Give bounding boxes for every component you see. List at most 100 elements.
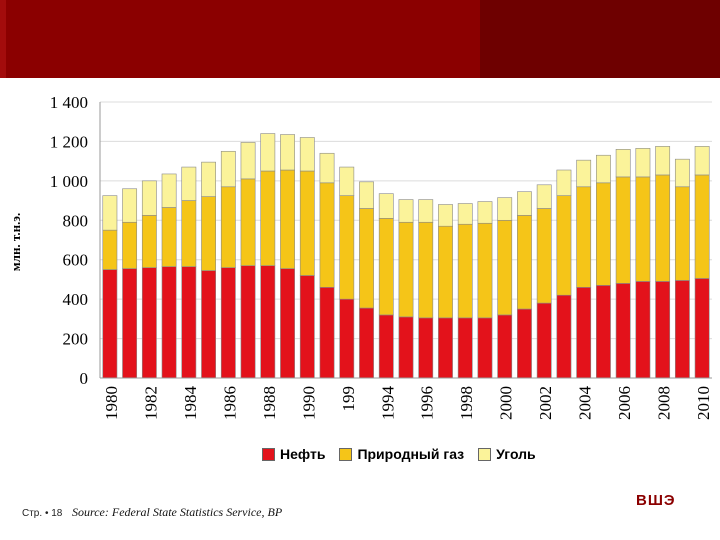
bar-gas-2010 [694, 174, 710, 279]
y-tick-labels: 0 200 400 600 800 1 000 1 200 1 400 [50, 93, 88, 388]
bar-oil-2003 [556, 294, 572, 379]
y-tick-label: 200 [63, 330, 89, 349]
bar-oil-1984 [181, 266, 197, 379]
y-axis-label: млн. т.н.э. [8, 212, 23, 272]
bar-oil-2006 [615, 283, 631, 379]
bar-coal-1982 [141, 180, 157, 216]
y-tick-label: 1 000 [50, 172, 88, 191]
x-tick-label: 2000 [497, 386, 516, 420]
legend-swatch-oil [262, 447, 275, 461]
x-tick-label: 1986 [220, 386, 239, 420]
x-tick-label: 1990 [299, 386, 318, 420]
bar-gas-2008 [655, 174, 671, 282]
page-number-value: 18 [51, 508, 63, 519]
bar-oil-1994 [378, 314, 394, 379]
bar-oil-1993 [359, 307, 374, 379]
bar-gas-1990 [299, 170, 315, 276]
bar-coal-1994 [378, 193, 394, 219]
x-tick-label: 1984 [181, 386, 200, 421]
x-tick-label: 1996 [418, 386, 437, 420]
bar-gas-1985 [201, 196, 216, 271]
bar-oil-2008 [655, 281, 671, 379]
bar-coal-2000 [497, 197, 513, 221]
page-number: Стр. • 18 [22, 508, 62, 519]
bar-oil-1996 [418, 317, 434, 379]
legend-item-gas: Природный газ [339, 446, 464, 462]
bar-coal-1988 [260, 133, 276, 172]
bar-oil-1980 [102, 269, 118, 379]
legend-swatch-gas [339, 447, 353, 461]
x-tick-label: 2002 [536, 386, 555, 420]
bar-oil-1983 [161, 266, 177, 379]
bar-gas-1994 [378, 218, 394, 316]
header-band [0, 0, 720, 78]
bar-oil-1985 [201, 270, 216, 379]
bar-gas-2004 [576, 186, 592, 288]
bar-oil-1992 [339, 298, 355, 379]
bar-coal-1999 [477, 201, 493, 224]
x-tick-label: 1998 [457, 386, 476, 420]
bar-coal-1998 [457, 203, 473, 225]
bar-oil-2010 [694, 278, 710, 379]
x-tick-label: 2004 [576, 386, 595, 421]
bar-coal-1995 [398, 199, 414, 223]
bar-coal-1983 [161, 173, 177, 208]
header-dark-block [480, 0, 720, 78]
x-tick-label: 1988 [260, 386, 279, 420]
bar-gas-2007 [635, 176, 651, 282]
bar-coal-2006 [615, 149, 631, 178]
bar-coal-1997 [438, 204, 453, 227]
y-tick-label: 400 [63, 290, 89, 309]
y-tick-label: 800 [63, 211, 89, 230]
bar-oil-1989 [280, 268, 295, 379]
bar-oil-1991 [319, 287, 335, 379]
bar-gas-1980 [102, 229, 118, 270]
bar-oil-1987 [240, 265, 256, 379]
bar-gas-1995 [398, 221, 414, 318]
hse-logo: ВШЭ [636, 492, 676, 509]
bar-coal-1985 [201, 161, 216, 197]
bar-coal-2009 [674, 158, 690, 188]
bar-gas-2002 [536, 208, 552, 304]
bar-gas-1993 [359, 208, 374, 309]
bar-coal-1989 [280, 134, 295, 171]
legend-item-coal: Уголь [478, 446, 536, 462]
bar-coal-1987 [240, 142, 256, 180]
bar-coal-1980 [102, 195, 118, 231]
bar-gas-1984 [181, 200, 197, 267]
bar-oil-2004 [576, 287, 592, 379]
legend-item-oil: Нефть [262, 446, 325, 462]
bar-oil-2009 [674, 280, 690, 379]
bar-gas-1983 [161, 207, 177, 267]
page-label: Стр. [22, 508, 43, 519]
bar-coal-1984 [181, 166, 197, 201]
header-accent [0, 0, 6, 78]
bar-oil-1995 [398, 316, 414, 379]
x-tick-labels: 1980 1982 1984 1986 1988 1990 199 1994 1996 1998 2… [102, 386, 713, 421]
bar-coal-2004 [576, 159, 592, 188]
bar-oil-2001 [517, 308, 532, 379]
bar-oil-1988 [260, 265, 276, 379]
bar-oil-2002 [536, 302, 552, 379]
bar-gas-1988 [260, 170, 276, 266]
bar-gas-1992 [339, 195, 355, 300]
bar-oil-1997 [438, 317, 453, 379]
x-tick-label: 199 [339, 386, 358, 412]
bar-coal-1991 [319, 152, 335, 184]
bar-oil-1982 [141, 267, 157, 379]
bar-coal-2005 [596, 154, 611, 184]
x-tick-label: 1982 [141, 386, 160, 420]
x-tick-label: 2006 [615, 386, 634, 420]
bar-gas-1998 [457, 223, 473, 319]
bar-gas-1982 [141, 215, 157, 268]
bar-coal-2007 [635, 148, 651, 178]
bar-gas-2005 [596, 182, 611, 286]
bar-oil-1986 [220, 267, 236, 379]
bar-coal-2003 [556, 169, 572, 196]
bar-gas-1981 [122, 221, 138, 269]
bar-gas-2001 [517, 215, 532, 310]
y-tick-label: 1 200 [50, 132, 88, 151]
bar-oil-1999 [477, 317, 493, 379]
bar-oil-1981 [122, 268, 138, 379]
